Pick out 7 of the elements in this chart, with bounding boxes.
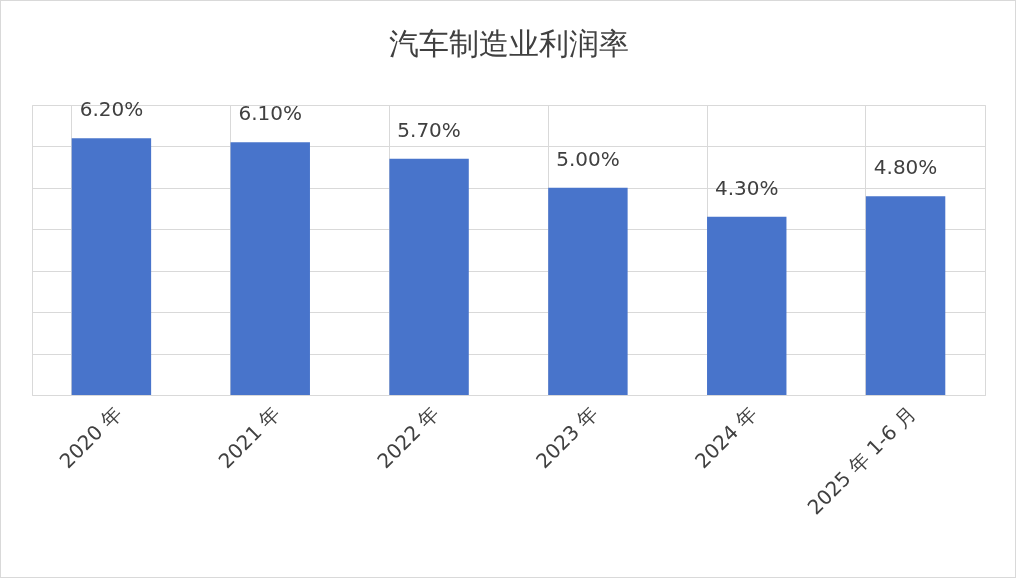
data-label: 4.80% [873, 155, 938, 180]
chart-title: 汽车制造业利润率 [388, 26, 629, 62]
data-label: 5.00% [556, 146, 620, 171]
data-label: 6.20% [79, 97, 144, 122]
data-label: 4.30% [714, 175, 779, 200]
data-label: 6.10% [238, 101, 303, 126]
data-label: 5.70% [397, 117, 461, 142]
